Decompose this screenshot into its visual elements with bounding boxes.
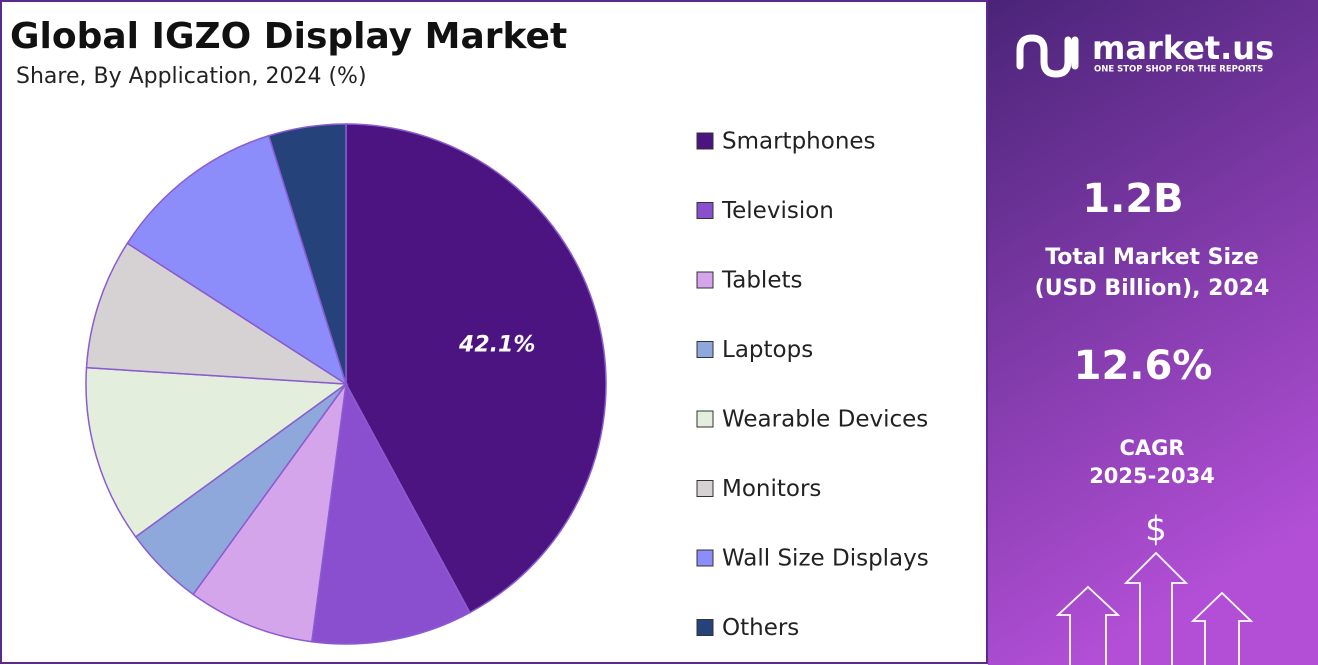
legend-swatch — [696, 202, 714, 219]
legend-swatch — [696, 132, 714, 150]
market-size: 1.2B — [1082, 176, 1183, 222]
legend-label: Wall Size Displays — [722, 546, 929, 572]
cagr-label: 2025-2034 — [1089, 464, 1215, 488]
legend-label: Television — [721, 198, 834, 224]
legend-label: Others — [722, 615, 799, 641]
side-panel — [988, 0, 1318, 665]
chart-title: Global IGZO Display Market — [10, 16, 567, 57]
legend-label: Monitors — [722, 476, 821, 502]
legend-label: Tablets — [721, 268, 802, 294]
legend-swatch — [696, 341, 714, 358]
market-size-label: (USD Billion), 2024 — [1035, 276, 1270, 301]
pie-slice — [85, 366, 349, 538]
pie-slice — [267, 123, 347, 385]
growth-arrows — [1055, 551, 1254, 665]
cagr: 12.6% — [1074, 343, 1213, 389]
market-size-label: Total Market Size — [1045, 245, 1259, 270]
brand: market.us — [1092, 29, 1274, 67]
pie-slice — [310, 381, 471, 645]
tagline: ONE STOP SHOP FOR THE REPORTS — [1094, 65, 1263, 75]
pie-slice — [85, 242, 349, 385]
legend-swatch — [696, 619, 714, 636]
legend-swatch — [696, 410, 714, 428]
pie-slice — [126, 134, 348, 386]
chart-subtitle: Share, By Application, 2024 (%) — [16, 64, 367, 89]
legend-label: Laptops — [722, 337, 813, 363]
data-label: 42.1% — [458, 333, 535, 358]
pie-slice — [345, 123, 607, 614]
currency-icon: $ — [1145, 510, 1167, 550]
legend: Smartphones Television Tablets Laptops Weara… — [696, 129, 929, 641]
logo-icon — [1016, 34, 1079, 78]
legend-label: Smartphones — [722, 129, 876, 155]
legend-swatch — [696, 271, 714, 289]
legend-swatch — [696, 549, 714, 567]
pie-slice — [192, 383, 347, 643]
legend-swatch — [696, 480, 714, 497]
legend-label: Wearable Devices — [722, 407, 928, 433]
pie: 42.1% — [85, 123, 607, 645]
cagr-label: CAGR — [1119, 436, 1184, 460]
